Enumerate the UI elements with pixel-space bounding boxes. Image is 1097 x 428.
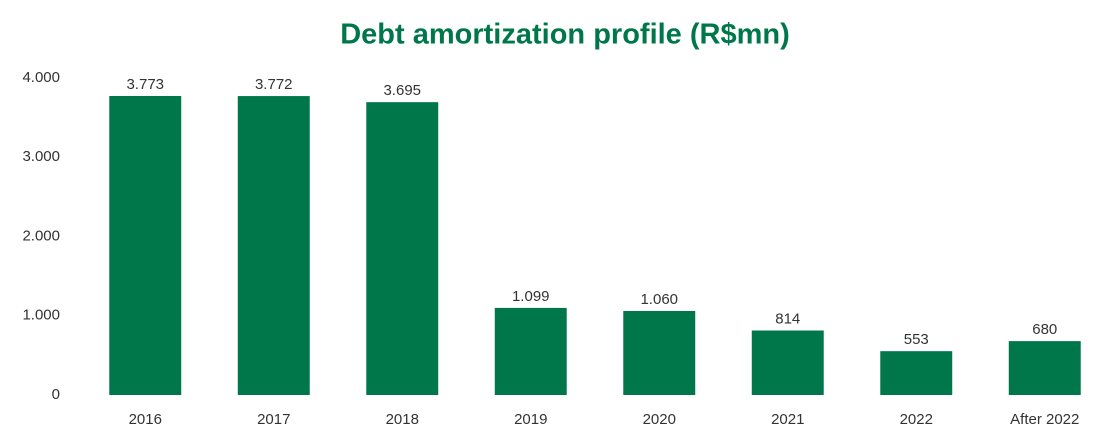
value-label: 680 bbox=[1032, 321, 1057, 338]
x-tick-label: After 2022 bbox=[1010, 411, 1079, 428]
value-label: 553 bbox=[904, 331, 929, 348]
value-label: 1.060 bbox=[640, 291, 678, 308]
x-tick-label: 2019 bbox=[514, 411, 547, 428]
bar bbox=[623, 310, 696, 395]
value-label: 814 bbox=[775, 310, 800, 327]
bar bbox=[494, 307, 567, 395]
x-tick-label: 2018 bbox=[386, 411, 419, 428]
y-tick-label: 1.000 bbox=[22, 307, 60, 324]
value-label: 3.695 bbox=[383, 82, 421, 99]
x-tick-label: 2021 bbox=[771, 411, 804, 428]
bar bbox=[366, 102, 439, 395]
value-label: 1.099 bbox=[512, 288, 550, 305]
x-tick-label: 2020 bbox=[643, 411, 676, 428]
x-tick-label: 2017 bbox=[257, 411, 290, 428]
y-tick-label: 0 bbox=[52, 386, 60, 403]
x-tick-label: 2016 bbox=[129, 411, 162, 428]
y-tick-label: 2.000 bbox=[22, 227, 60, 244]
chart-title: Debt amortization profile (R$mn) bbox=[340, 19, 790, 51]
x-tick-label: 2022 bbox=[900, 411, 933, 428]
y-tick-label: 3.000 bbox=[22, 148, 60, 165]
value-label: 3.773 bbox=[126, 76, 164, 93]
y-tick-label: 4.000 bbox=[22, 69, 60, 86]
value-label: 3.772 bbox=[255, 76, 293, 93]
bar bbox=[751, 330, 824, 395]
bar bbox=[880, 351, 953, 395]
bar bbox=[109, 95, 182, 396]
bar bbox=[1008, 341, 1081, 395]
bar bbox=[237, 96, 310, 395]
